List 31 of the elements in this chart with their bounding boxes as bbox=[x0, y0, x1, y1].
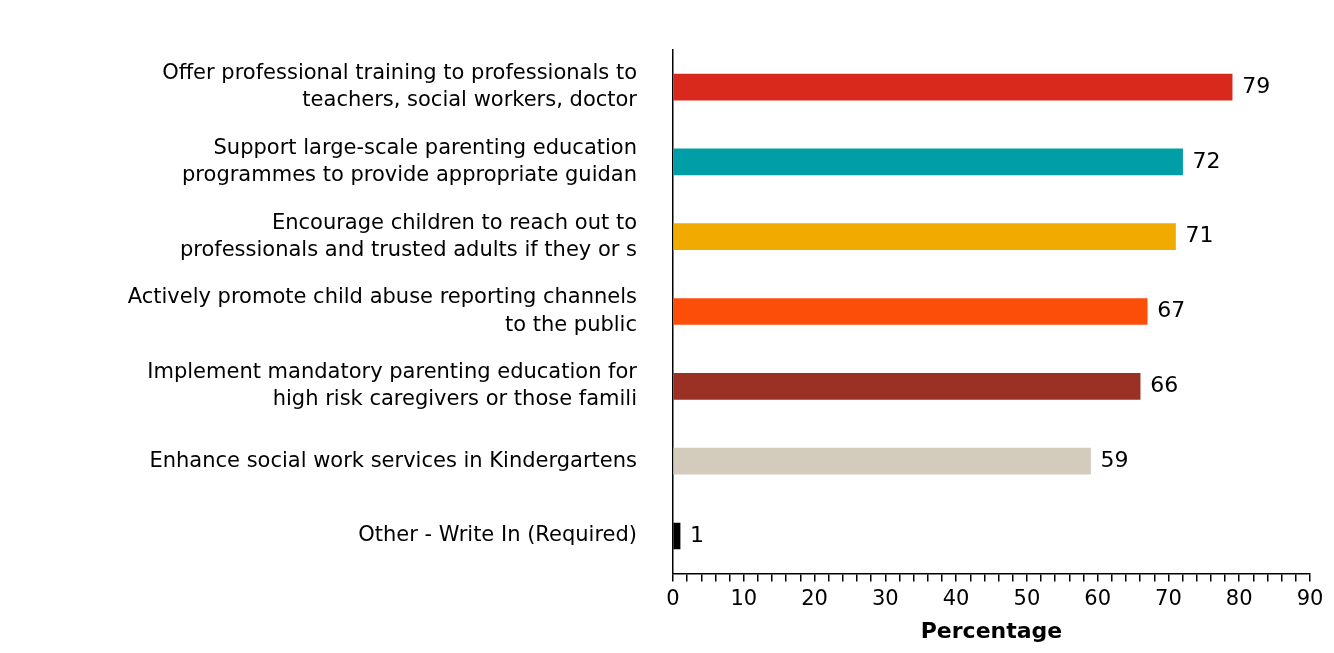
bar bbox=[673, 223, 1176, 251]
x-tick-label: 30 bbox=[871, 586, 899, 611]
x-tick-label: 40 bbox=[942, 586, 970, 611]
data-label: 59 bbox=[1100, 446, 1129, 472]
data-label: 67 bbox=[1157, 297, 1186, 323]
data-label: 1 bbox=[690, 521, 705, 547]
y-tick-label: Support large-scale parenting education programmes to provide appropriate guidan bbox=[182, 134, 637, 186]
x-axis-title: Percentage bbox=[920, 617, 1063, 643]
x-tick-label: 90 bbox=[1296, 586, 1324, 611]
x-tick-label: 70 bbox=[1155, 586, 1182, 611]
y-tick-label: Offer professional training to professionals to teachers, social workers, doctor bbox=[162, 59, 638, 112]
bar bbox=[673, 298, 1148, 325]
y-tick-label: Implement mandatory parenting education for high risk caregivers or those famili bbox=[147, 359, 638, 411]
data-label: 66 bbox=[1150, 372, 1179, 398]
data-label: 72 bbox=[1192, 147, 1221, 173]
y-tick-label: Actively promote child abuse reporting channels to the public bbox=[127, 284, 637, 336]
bar bbox=[673, 148, 1183, 176]
y-tick-label: Enhance social work services in Kindergartens bbox=[149, 447, 637, 472]
x-tick-label: 50 bbox=[1013, 586, 1041, 611]
bar bbox=[673, 73, 1233, 101]
x-tick-label: 60 bbox=[1084, 586, 1112, 611]
data-label: 79 bbox=[1242, 72, 1271, 98]
x-tick-label: 0 bbox=[666, 586, 680, 611]
y-tick-label: Encourage children to reach out to professionals and trusted adults if they or s bbox=[179, 209, 637, 261]
bar bbox=[673, 447, 1091, 475]
data-label: 71 bbox=[1185, 222, 1214, 248]
y-tick-label: Other - Write In (Required) bbox=[358, 522, 637, 547]
x-tick-label: 20 bbox=[801, 586, 828, 611]
x-tick-label: 10 bbox=[730, 586, 758, 611]
bar bbox=[673, 373, 1141, 400]
x-tick-label: 80 bbox=[1225, 586, 1253, 611]
